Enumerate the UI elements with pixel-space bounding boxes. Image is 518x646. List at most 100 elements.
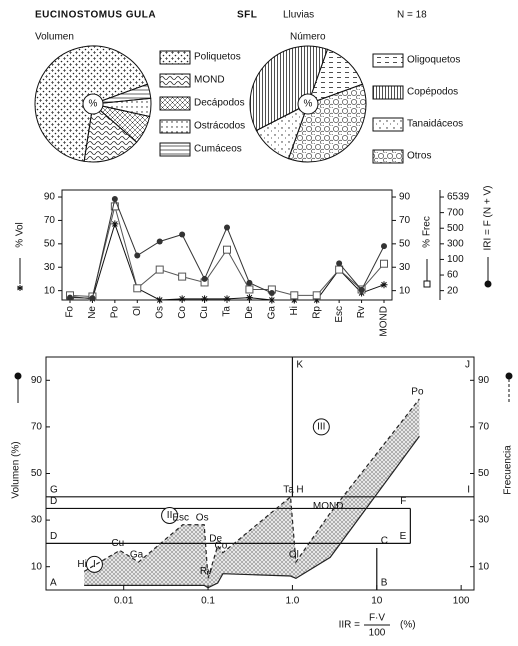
point-label: Cu: [111, 538, 124, 549]
zone-ring: [161, 506, 179, 524]
legend-label: Poliquetos: [194, 52, 241, 63]
y-tick-label: 70: [44, 215, 56, 226]
pie-center-label: %: [304, 99, 313, 110]
x-tick-label: Esc: [334, 306, 345, 323]
y2-tick-label: 10: [399, 285, 411, 296]
marker: [89, 295, 96, 302]
legend-swatch: [159, 73, 191, 88]
pie-slice: [249, 45, 329, 132]
x-label-denominator: 100: [369, 628, 386, 639]
point-label: MOND: [313, 501, 344, 512]
x-tick-label: Os: [154, 306, 165, 319]
y-tick-label: 10: [44, 285, 56, 296]
zone-letter: D: [50, 531, 57, 542]
y3-tick-label: 700: [447, 207, 464, 218]
zone-numeral: III: [317, 422, 325, 433]
y-tick-label: 50: [31, 468, 43, 479]
marker: [133, 284, 142, 293]
zone-letter: B: [381, 578, 388, 589]
point-label: Esc: [172, 512, 189, 523]
y2-tick-label: 30: [478, 515, 490, 526]
x-tick-label: 0.1: [201, 596, 215, 607]
pie-center: [82, 93, 104, 115]
series-line: [83, 398, 420, 579]
marker: [178, 295, 186, 303]
series-line: [84, 435, 420, 589]
zone-ring: [85, 555, 103, 573]
y3-tick-label: 6539: [447, 192, 470, 203]
marker: [268, 289, 275, 296]
marker: [245, 285, 254, 294]
zone-numeral: II: [167, 510, 173, 521]
x-tick-label: Ga: [266, 306, 277, 320]
x-tick-label: Ol: [132, 306, 143, 316]
zone-letter: D: [50, 496, 57, 507]
x-label-numerator: F·V: [369, 613, 385, 624]
legend-swatch: [372, 85, 404, 100]
marker: [156, 296, 164, 304]
marker: [179, 231, 186, 238]
sample-size: N = 18: [397, 10, 427, 21]
pie-slice: [92, 83, 152, 105]
zone-letter: J: [465, 360, 470, 371]
legend-label: Cumáceos: [194, 144, 242, 155]
marker: [358, 286, 365, 293]
point-label: Rv: [200, 566, 212, 577]
x-tick-label: 0.01: [114, 596, 134, 607]
y-axis-label: Volumen (%): [11, 441, 22, 498]
marker: [380, 281, 388, 289]
x-tick-label: Hi: [289, 306, 300, 315]
pie-slice: [287, 83, 367, 163]
marker: [290, 291, 299, 300]
legend-swatch: [372, 149, 404, 164]
y2-tick-label: 90: [478, 375, 490, 386]
marker: [155, 265, 164, 274]
marker: [201, 275, 208, 282]
pie-center: [297, 93, 319, 115]
y2-tick-label: 30: [399, 262, 411, 273]
species: EUCINOSTOMUS GULA: [35, 10, 156, 21]
x-tick-label: Rv: [356, 306, 367, 318]
marker: [381, 243, 387, 250]
legend-label: Otros: [407, 151, 431, 162]
point-label: Co: [215, 540, 228, 551]
y2-tick-label: 70: [399, 215, 411, 226]
legend-swatch: [159, 50, 191, 65]
point-label: Ta: [283, 484, 294, 495]
x-tick-label: Ta: [222, 306, 233, 317]
x-label-unit: (%): [400, 620, 416, 631]
legend-swatch: [372, 53, 404, 68]
point-label: Ga: [130, 550, 144, 561]
x-tick-label: 1.0: [285, 596, 299, 607]
y2-tick-label: 50: [399, 238, 411, 249]
axis-keys: [14, 257, 513, 403]
y-tick-label: 30: [44, 262, 56, 273]
pie-center-label: %: [89, 99, 98, 110]
marker: [111, 195, 118, 202]
x-tick-label: Po: [109, 306, 120, 319]
marker: [246, 279, 253, 286]
legend-label: MOND: [194, 75, 225, 86]
marker: [245, 294, 253, 302]
x-tick-label: MOND: [379, 306, 390, 337]
marker: [110, 202, 119, 211]
y3-tick-label: 300: [447, 238, 464, 249]
y3-tick-label: 500: [447, 223, 464, 234]
legend-swatch: [159, 96, 191, 111]
marker: [67, 294, 73, 301]
marker: [156, 238, 163, 245]
marker: [134, 252, 141, 259]
x-tick-label: 10: [371, 596, 383, 607]
y-tick-label: 50: [44, 238, 56, 249]
y2-tick-label: 10: [478, 561, 490, 572]
zone-letter: G: [50, 484, 58, 495]
zone-letter: H: [296, 484, 303, 495]
y2-tick-label: 90: [399, 192, 411, 203]
zone-ring: [312, 418, 330, 436]
marker: [335, 265, 344, 274]
zone-letter: E: [400, 531, 407, 542]
locality: SFL: [237, 10, 257, 21]
x-tick-label: Rp: [311, 306, 322, 319]
